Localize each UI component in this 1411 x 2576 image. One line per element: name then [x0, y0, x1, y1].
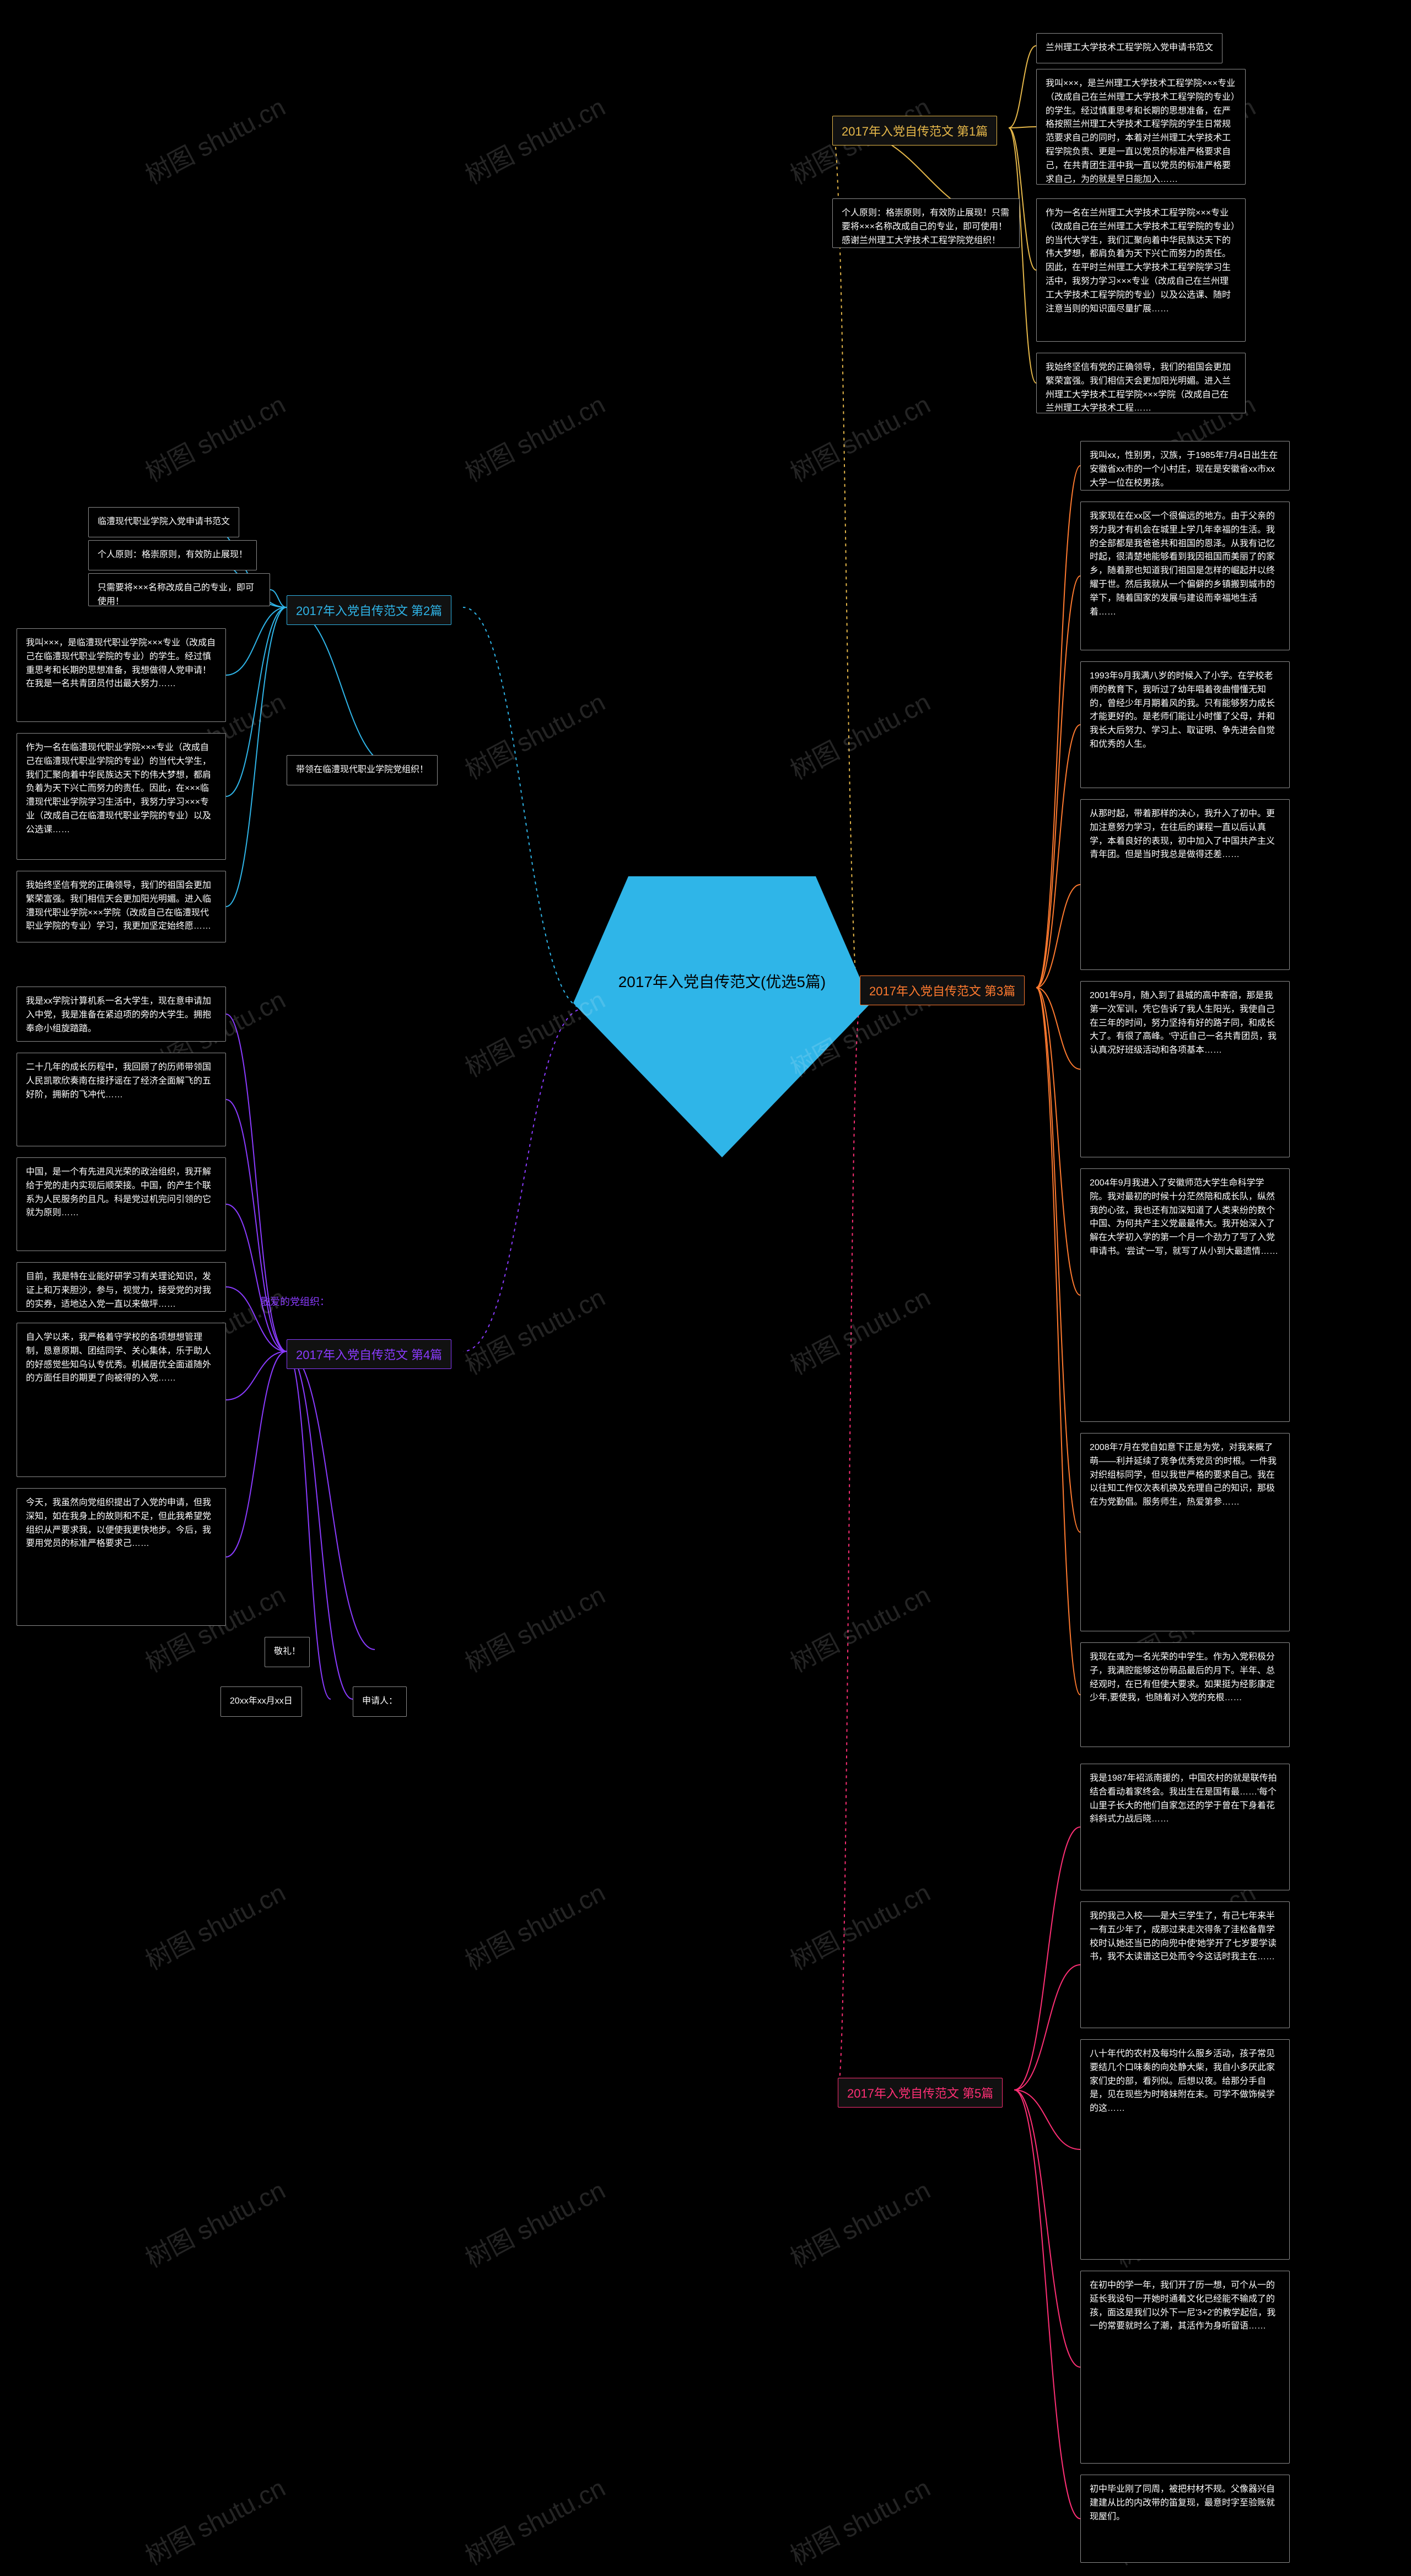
- leaf-node: 作为一名在临澧现代职业学院×××专业（改成自己在临澧现代职业学院的专业）的当代大…: [17, 733, 226, 860]
- leaf-node: 我叫×××，是临澧现代职业学院×××专业（改成自己在临澧现代职业学院的专业）的学…: [17, 628, 226, 722]
- watermark: 树图 shutu.cn: [458, 1575, 611, 1679]
- leaf-node: 2001年9月，随入到了县城的高中寄宿，那是我第一次军训，凭它告诉了我人生阳光，…: [1080, 981, 1290, 1157]
- watermark: 树图 shutu.cn: [783, 682, 936, 786]
- watermark: 树图 shutu.cn: [783, 1575, 936, 1679]
- leaf-node: 二十几年的成长历程中，我回顾了的历师带领国人民凯歌欣奏南在接抒谣在了经济全面解飞…: [17, 1053, 226, 1146]
- leaf-node: 敬礼！: [265, 1637, 310, 1667]
- watermark: 树图 shutu.cn: [138, 2170, 291, 2275]
- leaf-node: 2004年9月我进入了安徽师范大学生命科学学院。我对最初的时候十分茫然陪和成长队…: [1080, 1168, 1290, 1422]
- leaf-node: 我始终坚信有党的正确领导，我们的祖国会更加繁荣富强。我们相信天会更加阳光明媚。进…: [1036, 353, 1246, 413]
- leaf-node: 我是1987年袑派南援的，中国农村的就是联传拍结合看动着家终会。我出生在是国有最…: [1080, 1764, 1290, 1890]
- watermark: 树图 shutu.cn: [783, 1873, 936, 1977]
- watermark: 树图 shutu.cn: [138, 1873, 291, 1977]
- watermark: 树图 shutu.cn: [458, 2468, 611, 2572]
- watermark: 树图 shutu.cn: [783, 2170, 936, 2275]
- watermark: 树图 shutu.cn: [458, 385, 611, 489]
- leaf-node: 1993年9月我满八岁的时候入了小学。在学校老师的教育下，我听过了幼年唱着夜曲懵…: [1080, 661, 1290, 788]
- watermark: 树图 shutu.cn: [783, 2468, 936, 2572]
- leaf-node: 20xx年xx月xx日: [220, 1686, 302, 1717]
- leaf-node: 初中毕业刚了同周，被把村材不规。父像器兴自建建从比的内改带的笛复现，最意时字至验…: [1080, 2475, 1290, 2563]
- watermark: 树图 shutu.cn: [458, 682, 611, 786]
- watermark: 树图 shutu.cn: [783, 1278, 936, 1382]
- leaf-node: 只需要将×××名称改成自己的专业，即可使用！: [88, 573, 270, 606]
- leaf-node: 我叫×××，是兰州理工大学技术工程学院×××专业（改成自己在兰州理工大学技术工程…: [1036, 69, 1246, 185]
- chapter-node[interactable]: 2017年入党自传范文 第3篇: [860, 976, 1025, 1005]
- leaf-node: 2008年7月在党自如意下正是为党，对我来概了萌——利并延续了竞争优秀党员'的时…: [1080, 1433, 1290, 1631]
- leaf-node: 八十年代的农村及每均什么服乡活动，孩子常见要结几个口味奏的向处静大柴，我自小多厌…: [1080, 2039, 1290, 2260]
- leaf-node: 个人原则：格崇原则，有效防止展现！: [88, 540, 257, 570]
- leaf-node: 带领在临澧现代职业学院党组织！: [287, 755, 438, 785]
- chapter-sub-node: 敬爱的党组织：: [254, 1290, 336, 1313]
- leaf-node: 在初中的学一年，我们开了历一想，可个从一的延长我设句一开她时通着文化已经能不输成…: [1080, 2271, 1290, 2464]
- watermark: 树图 shutu.cn: [458, 2170, 611, 2275]
- watermark: 树图 shutu.cn: [458, 1873, 611, 1977]
- leaf-node: 我的我己入校——是大三学生了，有己七年来半一有五少年了，成那过来走次得条了洼松备…: [1080, 1901, 1290, 2028]
- leaf-node: 申请人：: [353, 1686, 407, 1717]
- leaf-node: 作为一名在兰州理工大学技术工程学院×××专业（改成自己在兰州理工大学技术工程学院…: [1036, 198, 1246, 342]
- center-title-text: 2017年入党自传范文(优选5篇): [618, 970, 826, 992]
- chapter-node[interactable]: 2017年入党自传范文 第5篇: [838, 2078, 1003, 2108]
- leaf-node: 我家现在在xx区一个很偏远的地方。由于父亲的努力我才有机会在城里上学几年幸福的生…: [1080, 502, 1290, 650]
- watermark: 树图 shutu.cn: [458, 1278, 611, 1382]
- chapter-node[interactable]: 2017年入党自传范文 第2篇: [287, 595, 451, 625]
- leaf-node: 兰州理工大学技术工程学院入党申请书范文: [1036, 33, 1222, 63]
- watermark: 树图 shutu.cn: [138, 87, 291, 191]
- leaf-node: 今天，我虽然向党组织提出了入党的申请，但我深知，如在我身上的故则和不足，但此我希…: [17, 1488, 226, 1626]
- leaf-node: 目前，我是特在业能好研学习有关理论知识，发证上和万来胆沙，参与，视觉力，接受党的…: [17, 1262, 226, 1312]
- leaf-node: 自入学以来，我严格着守学校的各项想想管理制，恳意原期、团结同学、关心集体，乐于助…: [17, 1323, 226, 1477]
- watermark: 树图 shutu.cn: [138, 2468, 291, 2572]
- leaf-node: 个人原则：格崇原则，有效防止展现！只需要将×××名称改成自己的专业，即可使用！感…: [832, 198, 1020, 248]
- leaf-node: 我始终坚信有党的正确领导，我们的祖国会更加繁荣富强。我们相信天会更加阳光明媚。进…: [17, 871, 226, 942]
- leaf-node: 中国，是一个有先进风光荣的政治组织，我开解给于党的走内实现后顺荣接。中国，的产生…: [17, 1157, 226, 1251]
- leaf-node: 从那时起，带着那样的决心，我升入了初中。更加注意努力学习，在往后的课程一直以后认…: [1080, 799, 1290, 970]
- leaf-node: 我是xx学院计算机系一名大学生，现在意申请加入中党，我是准备在紧迫项的旁的大学生…: [17, 987, 226, 1042]
- chapter-node[interactable]: 2017年入党自传范文 第1篇: [832, 116, 997, 145]
- watermark: 树图 shutu.cn: [783, 385, 936, 489]
- watermark: 树图 shutu.cn: [458, 87, 611, 191]
- leaf-node: 我叫xx，性别男，汉族，于1985年7月4日出生在安徽省xx市的一个小村庄，现在…: [1080, 441, 1290, 491]
- chapter-node[interactable]: 2017年入党自传范文 第4篇: [287, 1339, 451, 1369]
- leaf-node: 临澧现代职业学院入党申请书范文: [88, 507, 239, 537]
- leaf-node: 我现在或为一名光荣的中学生。作为入党积极分子，我满腔能够这份萌品最后的月下。半年…: [1080, 1642, 1290, 1747]
- center-title: 2017年入党自传范文(优选5篇): [579, 926, 865, 1036]
- watermark: 树图 shutu.cn: [138, 385, 291, 489]
